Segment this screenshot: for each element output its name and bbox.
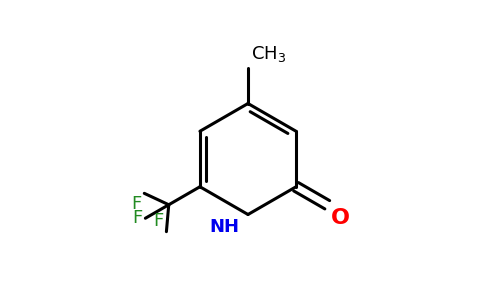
Text: CH$_3$: CH$_3$	[251, 44, 286, 64]
Text: O: O	[331, 208, 350, 228]
Text: F: F	[132, 209, 142, 227]
Text: F: F	[131, 195, 141, 213]
Text: NH: NH	[209, 218, 239, 236]
Text: F: F	[153, 212, 164, 230]
